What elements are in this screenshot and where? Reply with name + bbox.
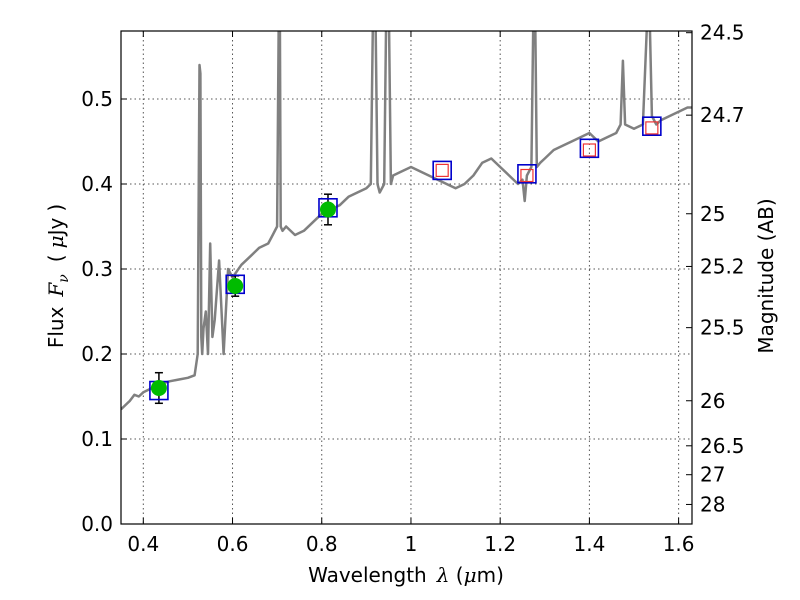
plot-background <box>121 31 692 524</box>
y2-tick-label-4: 25.5 <box>700 316 745 340</box>
x-tick-label-4: 1.2 <box>484 532 516 556</box>
plot-frame <box>120 30 693 525</box>
y-tick-label-1: 0.1 <box>81 427 113 451</box>
x-axis-title: Wavelength λ (μm) <box>308 563 504 587</box>
observed-point-2 <box>319 201 336 218</box>
y-axis-symbol: F <box>44 282 68 298</box>
upper-limit-square-0 <box>435 163 449 177</box>
tick-labels: 0.4 0.6 0.8 1 1.2 1.4 1.6 0.0 0.1 0.2 0.3 0.4 0.5 24.… <box>81 21 744 556</box>
y-tick-label-4: 0.4 <box>81 172 113 196</box>
observed-point-0 <box>150 380 167 396</box>
observed-point-1 <box>227 278 244 294</box>
upper-limit-square-3 <box>645 121 659 135</box>
x-tick-label-1: 0.6 <box>217 532 249 556</box>
spectrum-layer <box>121 31 692 411</box>
y2-tick-label-7: 27 <box>700 463 725 487</box>
x-tick-label-6: 1.6 <box>663 532 695 556</box>
upper-limit-square-1 <box>520 168 534 183</box>
x-tick-label-3: 1 <box>405 532 418 556</box>
x-axis-title-text: Wavelength <box>308 563 427 587</box>
y2-tick-label-6: 26.5 <box>700 434 745 458</box>
y-axis-subscript: ν <box>56 274 72 283</box>
y-tick-label-3: 0.3 <box>81 257 113 281</box>
y-tick-label-5: 0.5 <box>81 87 113 111</box>
x-axis-symbol: λ <box>436 563 450 587</box>
y2-tick-label-3: 25.2 <box>700 254 745 278</box>
y-axis-unit-mu: μ <box>44 235 68 248</box>
x-tick-label-5: 1.4 <box>573 532 605 556</box>
y2-tick-label-8: 28 <box>700 492 725 516</box>
model-square-6 <box>642 116 662 136</box>
ticks <box>121 31 692 525</box>
x-axis-unit-open: ( <box>449 563 463 587</box>
model-square-4 <box>517 164 537 184</box>
model-square-5 <box>579 138 600 159</box>
grid <box>121 31 692 525</box>
y-axis-unit-close: ) <box>44 204 68 212</box>
y2-tick-label-0: 24.5 <box>700 21 745 45</box>
markers-layer <box>149 116 662 405</box>
y-axis-unit-rest: Jy <box>44 217 68 237</box>
y2-axis-title: Magnitude (AB) <box>754 198 778 353</box>
x-axis-unit-mu: μ <box>464 563 477 587</box>
y2-tick-label-1: 24.7 <box>700 103 745 127</box>
y-tick-label-2: 0.2 <box>81 342 113 366</box>
y-tick-label-0: 0.0 <box>81 512 113 536</box>
y-axis-title: Flux Fν ( μJy) <box>44 204 72 348</box>
y-axis-title-text: Flux <box>44 306 68 348</box>
spectrum-line <box>121 31 692 411</box>
x-axis-unit-rest: m) <box>477 563 504 587</box>
y2-tick-label-2: 25 <box>700 202 725 226</box>
y-axis-unit-open: ( <box>44 254 68 262</box>
model-square-3 <box>432 160 452 181</box>
upper-limit-square-2 <box>582 143 596 157</box>
y2-tick-label-5: 26 <box>700 389 725 413</box>
x-tick-label-0: 0.4 <box>127 532 159 556</box>
x-tick-label-2: 0.8 <box>306 532 338 556</box>
